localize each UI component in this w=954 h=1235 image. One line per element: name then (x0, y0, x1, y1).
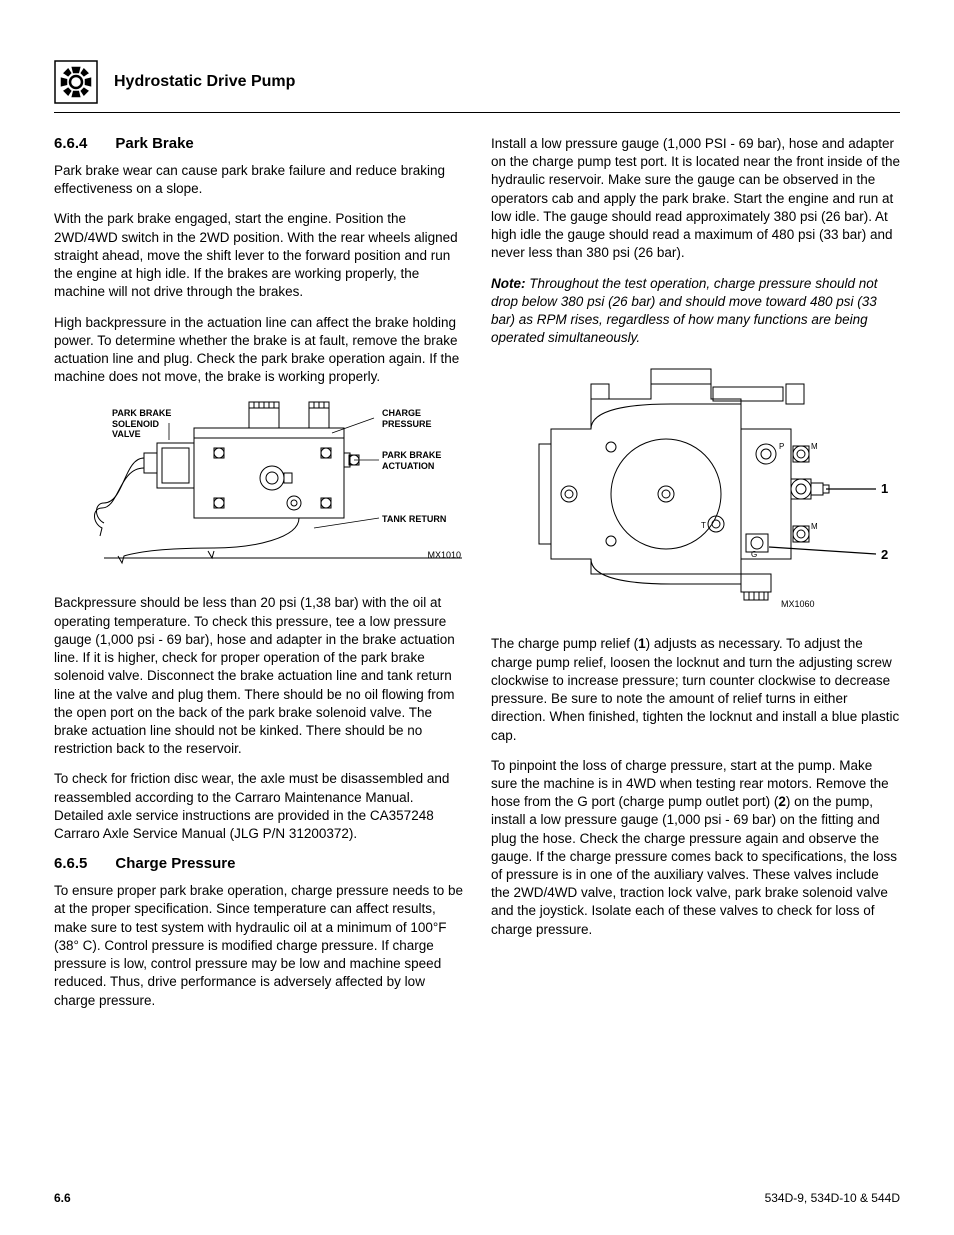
note-label: Note: (491, 276, 526, 291)
model-list: 534D-9, 534D-10 & 544D (765, 1191, 900, 1205)
gear-icon (54, 60, 98, 104)
header-title: Hydrostatic Drive Pump (114, 73, 295, 91)
paragraph: To ensure proper park brake operation, c… (54, 882, 463, 1010)
svg-text:M: M (811, 442, 818, 451)
svg-text:M: M (811, 522, 818, 531)
paragraph: Install a low pressure gauge (1,000 PSI … (491, 135, 900, 263)
text: ) adjusts as necessary. To adjust the ch… (491, 636, 899, 742)
figure-pump: T G P M M 1 2 MX1060 (491, 359, 900, 619)
paragraph: The charge pump relief (1) adjusts as ne… (491, 635, 900, 744)
callout-1: 1 (881, 481, 888, 496)
page-header: Hydrostatic Drive Pump (54, 60, 900, 104)
svg-text:G: G (751, 550, 757, 559)
figure-label: TANK RETURN (382, 514, 446, 524)
page-footer: 6.6 534D-9, 534D-10 & 544D (54, 1191, 900, 1205)
svg-text:T: T (701, 521, 706, 530)
header-rule (54, 112, 900, 113)
section-heading-charge-pressure: 6.6.5 Charge Pressure (54, 855, 463, 872)
figure-solenoid-valve: PARK BRAKE SOLENOID VALVE CHARGE PRESSUR… (54, 398, 463, 578)
text: The charge pump relief ( (491, 636, 638, 651)
section-number: 6.6.4 (54, 135, 87, 152)
figure-label: CHARGE PRESSURE (382, 408, 463, 429)
bold-ref: 1 (638, 636, 646, 651)
section-heading-park-brake: 6.6.4 Park Brake (54, 135, 463, 152)
svg-text:P: P (779, 442, 784, 451)
callout-2: 2 (881, 547, 888, 562)
figure-caption: MX1060 (781, 599, 815, 609)
paragraph: High backpressure in the actuation line … (54, 314, 463, 387)
left-column: 6.6.4 Park Brake Park brake wear can cau… (54, 135, 463, 1022)
note-paragraph: Note: Throughout the test operation, cha… (491, 275, 900, 348)
text: ) on the pump, install a low pressure ga… (491, 794, 897, 937)
figure-label: PARK BRAKE ACTUATION (382, 450, 463, 471)
paragraph: To pinpoint the loss of charge pressure,… (491, 757, 900, 939)
section-number: 6.6.5 (54, 855, 87, 872)
content-columns: 6.6.4 Park Brake Park brake wear can cau… (54, 135, 900, 1022)
note-body: Throughout the test operation, charge pr… (491, 276, 878, 346)
figure-caption: MX1010 (427, 550, 461, 560)
section-title: Charge Pressure (115, 855, 235, 872)
paragraph: To check for friction disc wear, the axl… (54, 770, 463, 843)
page-number: 6.6 (54, 1191, 71, 1205)
figure-label: PARK BRAKE SOLENOID VALVE (112, 408, 182, 439)
bold-ref: 2 (778, 794, 786, 809)
right-column: Install a low pressure gauge (1,000 PSI … (491, 135, 900, 1022)
section-title: Park Brake (115, 135, 193, 152)
paragraph: Park brake wear can cause park brake fai… (54, 162, 463, 198)
paragraph: Backpressure should be less than 20 psi … (54, 594, 463, 758)
paragraph: With the park brake engaged, start the e… (54, 210, 463, 301)
